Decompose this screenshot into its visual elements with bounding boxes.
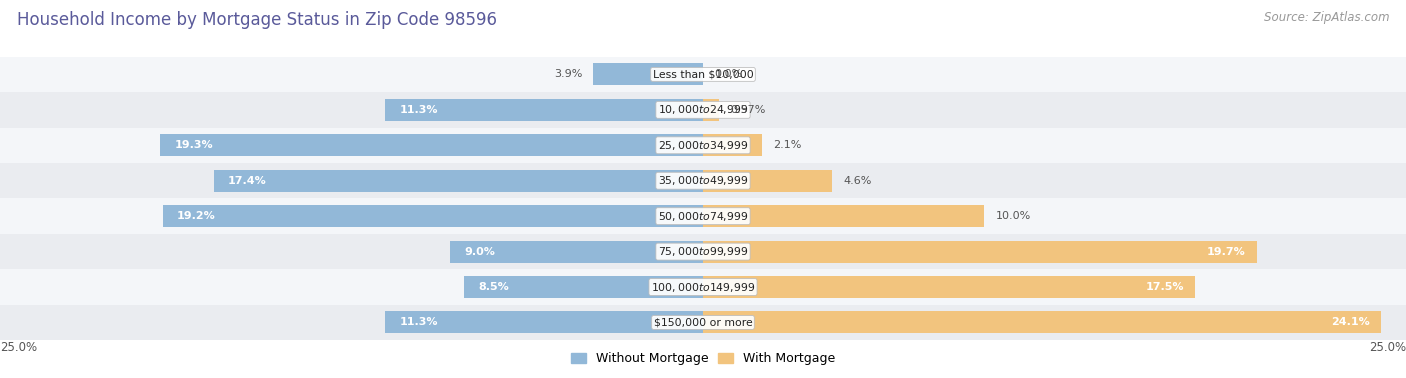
Bar	[160, 134, 703, 156]
Bar	[450, 241, 703, 263]
Text: Household Income by Mortgage Status in Zip Code 98596: Household Income by Mortgage Status in Z…	[17, 11, 496, 29]
Text: $10,000 to $24,999: $10,000 to $24,999	[658, 103, 748, 116]
Text: 0.57%: 0.57%	[730, 105, 766, 115]
Text: $75,000 to $99,999: $75,000 to $99,999	[658, 245, 748, 258]
Text: 4.6%: 4.6%	[844, 176, 872, 186]
Bar	[385, 99, 703, 121]
Bar	[385, 311, 703, 333]
Bar	[0, 92, 1406, 128]
Text: 17.4%: 17.4%	[228, 176, 267, 186]
Text: 0.0%: 0.0%	[714, 70, 742, 79]
Text: 11.3%: 11.3%	[399, 318, 437, 327]
Bar	[703, 170, 832, 192]
Text: Source: ZipAtlas.com: Source: ZipAtlas.com	[1264, 11, 1389, 24]
Text: 2.1%: 2.1%	[773, 140, 801, 150]
Text: 10.0%: 10.0%	[995, 211, 1031, 221]
Bar	[0, 234, 1406, 269]
Text: 3.9%: 3.9%	[554, 70, 582, 79]
Bar	[0, 163, 1406, 198]
Text: 24.1%: 24.1%	[1330, 318, 1369, 327]
Text: 17.5%: 17.5%	[1146, 282, 1184, 292]
Bar	[214, 170, 703, 192]
Text: 8.5%: 8.5%	[478, 282, 509, 292]
Bar	[703, 241, 1257, 263]
Text: $25,000 to $34,999: $25,000 to $34,999	[658, 139, 748, 152]
Bar	[464, 276, 703, 298]
Bar	[593, 64, 703, 85]
Bar	[0, 198, 1406, 234]
Bar	[703, 134, 762, 156]
Text: 9.0%: 9.0%	[464, 246, 495, 257]
Bar	[703, 276, 1195, 298]
Bar	[0, 305, 1406, 340]
Bar	[0, 269, 1406, 305]
Text: $150,000 or more: $150,000 or more	[654, 318, 752, 327]
Text: 19.7%: 19.7%	[1206, 246, 1246, 257]
Bar	[0, 57, 1406, 92]
Text: $35,000 to $49,999: $35,000 to $49,999	[658, 174, 748, 187]
Bar	[0, 128, 1406, 163]
Text: 19.3%: 19.3%	[174, 140, 212, 150]
Bar	[703, 99, 718, 121]
Legend: Without Mortgage, With Mortgage: Without Mortgage, With Mortgage	[568, 350, 838, 368]
Text: 25.0%: 25.0%	[0, 341, 37, 354]
Text: Less than $10,000: Less than $10,000	[652, 70, 754, 79]
Bar	[703, 205, 984, 227]
Bar	[703, 311, 1381, 333]
Text: $50,000 to $74,999: $50,000 to $74,999	[658, 210, 748, 223]
Bar	[163, 205, 703, 227]
Text: $100,000 to $149,999: $100,000 to $149,999	[651, 280, 755, 294]
Text: 19.2%: 19.2%	[177, 211, 217, 221]
Text: 11.3%: 11.3%	[399, 105, 437, 115]
Text: 25.0%: 25.0%	[1369, 341, 1406, 354]
